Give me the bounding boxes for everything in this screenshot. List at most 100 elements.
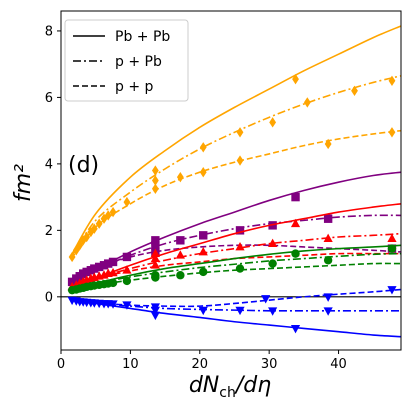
data-point-green-10-6: [387, 244, 397, 253]
data-point-red-6-0: [150, 248, 160, 258]
data-point-orange-1-4: [303, 97, 311, 108]
data-point-orange-2-10: [109, 206, 117, 218]
data-point-blue-13-4: [323, 307, 333, 316]
data-point-orange-2-5: [87, 226, 95, 238]
data-point-red-6-1: [290, 218, 301, 228]
data-point-red-7-0: [150, 253, 160, 263]
data-point-orange-2-9: [104, 210, 112, 221]
y-tick-label: 6: [45, 91, 53, 106]
series-line-purple-5: [71, 244, 401, 283]
x-axis-title: dNch/dη: [189, 373, 271, 401]
data-point-green-9-1: [291, 249, 300, 258]
series-line-orange-0: [70, 25, 401, 256]
series-line-blue-12: [71, 299, 401, 338]
data-point-purple-5-6: [90, 264, 99, 273]
data-point-blue-14-14: [323, 293, 333, 302]
data-point-blue-13-3: [268, 307, 278, 316]
series-line-green-11: [71, 262, 401, 291]
data-point-orange-0-0: [151, 165, 159, 176]
data-point-orange-1-5: [351, 85, 358, 96]
data-point-red-7-2: [198, 246, 208, 256]
data-point-orange-2-11: [123, 196, 131, 208]
legend-label-pbpb: Pb + Pb: [115, 29, 170, 45]
data-point-orange-2-7: [95, 218, 103, 229]
series-line-purple-4: [70, 214, 401, 286]
data-point-orange-2-12: [151, 183, 159, 195]
series-line-green-10: [71, 252, 401, 291]
data-point-green-11-12: [151, 273, 160, 282]
data-point-purple-5-10: [108, 257, 118, 267]
data-point-red-7-6: [387, 233, 397, 243]
series-group: [61, 25, 401, 338]
data-point-blue-14-15: [387, 286, 397, 295]
data-point-red-8-10: [108, 267, 118, 277]
data-point-orange-1-1: [199, 142, 207, 153]
data-point-purple-5-9: [103, 259, 113, 268]
data-point-red-7-1: [175, 250, 185, 259]
y-tick-label: 0: [45, 290, 53, 305]
data-point-orange-2-13: [176, 171, 184, 183]
data-point-blue-14-10: [108, 300, 118, 309]
x-tick-label: 40: [330, 357, 347, 372]
x-tick-label: 10: [122, 357, 139, 372]
data-point-blue-12-0: [150, 311, 160, 321]
x-tick-label: 20: [192, 357, 209, 372]
data-point-red-7-4: [268, 238, 278, 248]
data-point-purple-4-3: [235, 226, 245, 235]
data-point-red-7-3: [235, 241, 245, 251]
data-point-blue-14-12: [150, 303, 160, 312]
legend-label-pp: p + p: [115, 79, 154, 95]
series-line-red-7: [71, 232, 401, 290]
data-point-orange-1-3: [269, 117, 277, 128]
data-point-purple-4-2: [199, 231, 208, 240]
data-point-purple-4-1: [176, 236, 185, 245]
data-point-green-10-4: [268, 259, 277, 268]
data-point-orange-2-6: [90, 223, 98, 234]
data-point-purple-3-1: [291, 192, 300, 202]
y-axis-title: fm²: [11, 164, 36, 202]
y-tick-label: 8: [45, 24, 53, 39]
y-tick-label: 4: [45, 157, 53, 172]
data-point-green-11-11: [122, 276, 132, 286]
data-point-orange-2-16: [324, 138, 332, 150]
data-point-red-8-11: [122, 265, 132, 274]
series-line-orange-2: [70, 129, 401, 260]
data-point-orange-0-1: [292, 73, 299, 85]
plot-area: [61, 25, 401, 338]
data-point-orange-2-15: [236, 155, 244, 166]
data-point-purple-3-0: [151, 236, 160, 245]
data-point-orange-2-17: [388, 127, 396, 138]
legend-frame: [64, 19, 189, 102]
legend: Pb + Pb p + Pb p + p: [64, 19, 189, 102]
data-point-purple-5-7: [94, 262, 104, 272]
data-point-blue-13-1: [198, 306, 208, 316]
data-point-purple-4-0: [151, 241, 160, 250]
plot-frame: [60, 10, 402, 351]
data-point-orange-2-14: [199, 166, 207, 178]
legend-label-ppb: p + Pb: [115, 54, 162, 70]
y-tick-label: 2: [45, 224, 53, 239]
data-point-purple-5-11: [122, 252, 132, 262]
data-point-green-10-3: [235, 264, 245, 273]
x-tick-label: 0: [57, 357, 65, 372]
data-point-blue-14-11: [122, 301, 132, 310]
series-line-green-9: [71, 244, 401, 291]
data-point-orange-1-6: [388, 75, 396, 86]
data-point-orange-1-0: [151, 175, 159, 186]
data-point-red-7-5: [323, 233, 333, 243]
data-point-blue-13-2: [235, 306, 245, 316]
data-point-blue-12-1: [290, 324, 301, 334]
data-point-green-10-5: [323, 256, 333, 265]
axes: 0 10 20 30 40 0 2 4 6 8: [45, 10, 402, 372]
panel-label: (d): [68, 153, 99, 178]
data-point-red-8-12: [150, 260, 160, 269]
series-line-red-6: [71, 202, 401, 291]
data-point-green-11-10: [108, 278, 118, 288]
data-point-green-10-2: [199, 267, 208, 277]
data-point-blue-14-13: [261, 295, 271, 304]
series-line-purple-3: [70, 171, 401, 288]
series-line-blue-14: [71, 288, 401, 308]
x-tick-label: 30: [261, 357, 278, 372]
